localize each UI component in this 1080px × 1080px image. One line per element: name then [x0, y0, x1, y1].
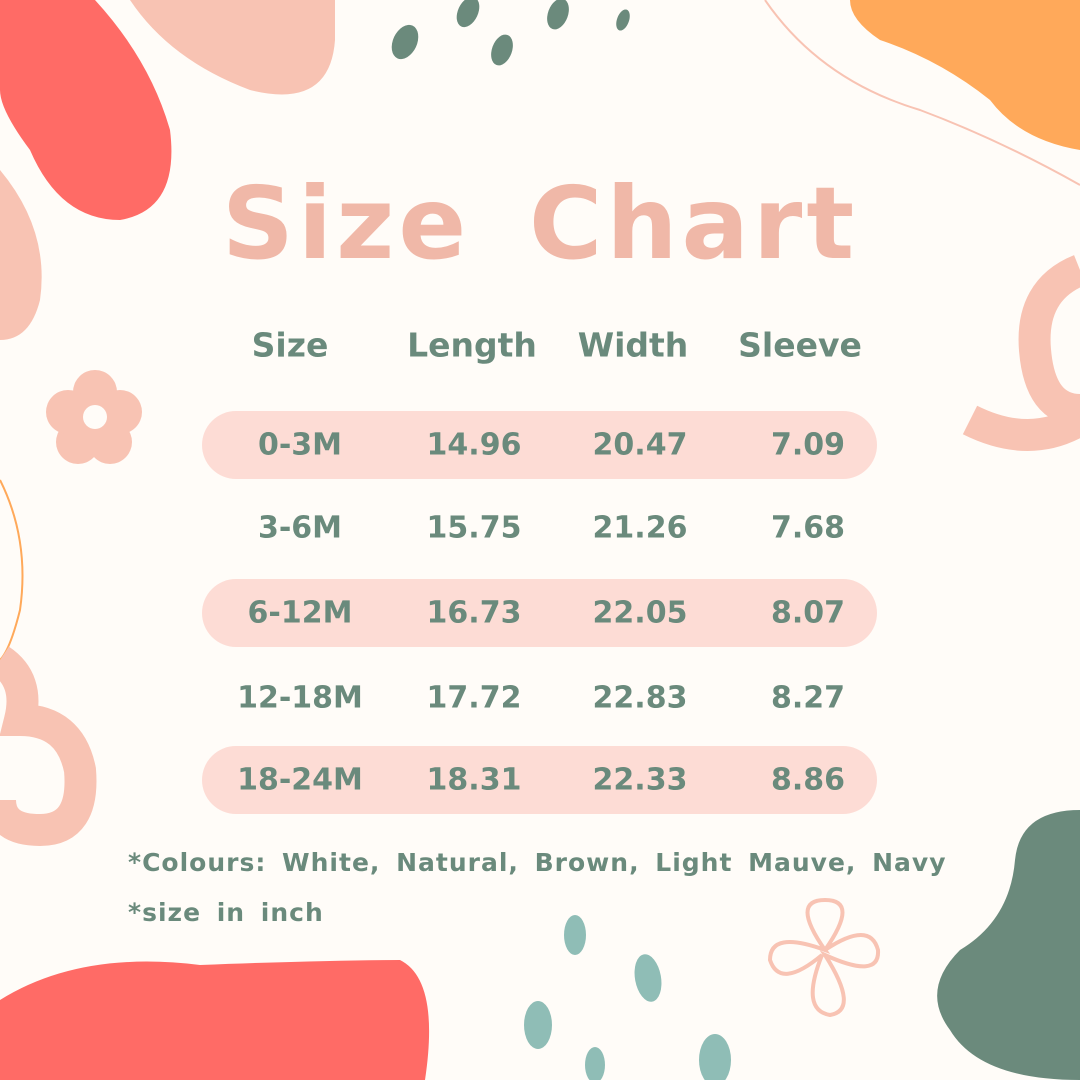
peach-blob-top — [130, 0, 335, 95]
peach-swirl-right — [962, 255, 1080, 451]
cell-sleeve: 8.86 — [770, 762, 846, 798]
header-sleeve: Sleeve — [738, 325, 862, 365]
page-title: Size Chart — [221, 165, 859, 282]
cell-size: 12-18M — [237, 680, 363, 716]
thin-line-left — [0, 479, 24, 661]
row-highlight-band — [202, 579, 877, 647]
cell-length: 18.31 — [426, 762, 522, 798]
header-length: Length — [407, 325, 537, 365]
row-highlight-band — [202, 411, 877, 479]
cell-size: 0-3M — [257, 427, 343, 463]
cell-width: 22.83 — [592, 680, 688, 716]
cell-length: 17.72 — [426, 680, 522, 716]
cell-size: 18-24M — [237, 762, 363, 798]
teal-dots-bottom — [524, 915, 731, 1080]
header-size: Size — [251, 325, 329, 365]
flower-outline-icon-bottom — [767, 897, 881, 1018]
cell-length: 15.75 — [426, 510, 522, 546]
cell-sleeve: 8.27 — [770, 680, 846, 716]
unit-note: *size in inch — [128, 898, 324, 927]
cell-width: 20.47 — [592, 427, 688, 463]
coral-blob-bottom-left — [0, 960, 430, 1080]
cell-sleeve: 7.68 — [770, 510, 846, 546]
flower-icon-left — [46, 370, 142, 464]
orange-blob-top-right — [850, 0, 1080, 150]
cell-width: 22.05 — [592, 595, 688, 631]
header-width: Width — [577, 325, 689, 365]
coral-blob-top-left — [0, 0, 172, 220]
colours-note: *Colours: White, Natural, Brown, Light M… — [128, 848, 947, 877]
cell-size: 6-12M — [247, 595, 353, 631]
cell-width: 22.33 — [592, 762, 688, 798]
sage-dots-top — [391, 0, 630, 66]
cell-size: 3-6M — [257, 510, 343, 546]
cell-length: 14.96 — [426, 427, 522, 463]
cell-length: 16.73 — [426, 595, 522, 631]
sage-blob-bottom-right — [937, 810, 1080, 1080]
cell-sleeve: 8.07 — [770, 595, 846, 631]
row-highlight-band — [202, 746, 877, 814]
thin-line-top-right — [764, 0, 1080, 186]
cell-sleeve: 7.09 — [770, 427, 846, 463]
peach-loop-left — [0, 646, 97, 847]
cell-width: 21.26 — [592, 510, 688, 546]
peach-blob-left — [0, 170, 42, 340]
